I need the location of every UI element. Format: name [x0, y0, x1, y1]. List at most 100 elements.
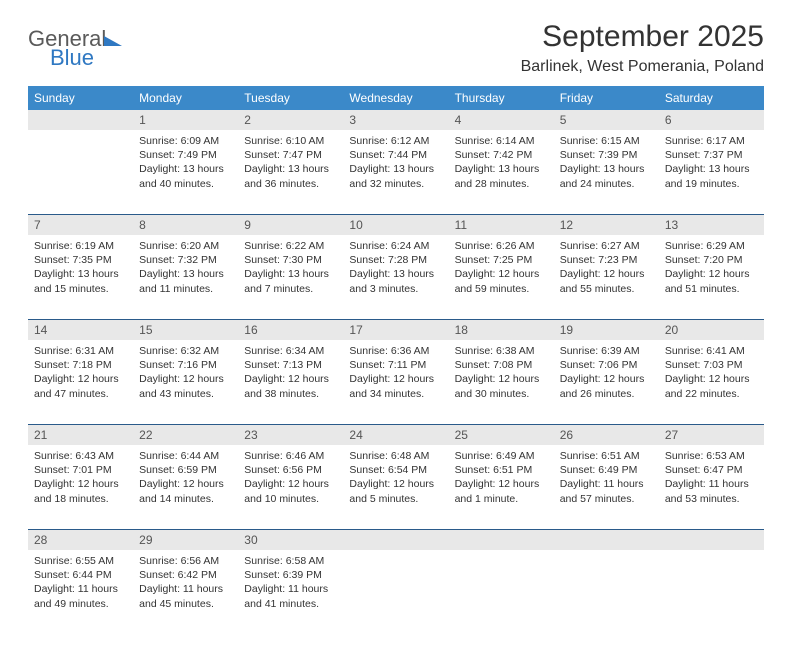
daylight-line: Daylight: 12 hours and 22 minutes.: [665, 372, 758, 400]
sunset-line: Sunset: 7:28 PM: [349, 253, 442, 267]
sunrise-line: Sunrise: 6:53 AM: [665, 449, 758, 463]
day-cell: [659, 550, 764, 634]
day-cell: Sunrise: 6:22 AMSunset: 7:30 PMDaylight:…: [238, 235, 343, 319]
day-number: 6: [659, 110, 764, 130]
day-cell: Sunrise: 6:10 AMSunset: 7:47 PMDaylight:…: [238, 130, 343, 214]
day-number-row: 282930: [28, 530, 764, 550]
day-number: [343, 530, 448, 550]
weekday-header: Friday: [554, 86, 659, 110]
day-cell: Sunrise: 6:12 AMSunset: 7:44 PMDaylight:…: [343, 130, 448, 214]
weekday-header: Wednesday: [343, 86, 448, 110]
day-cell: Sunrise: 6:31 AMSunset: 7:18 PMDaylight:…: [28, 340, 133, 424]
sunrise-line: Sunrise: 6:15 AM: [560, 134, 653, 148]
day-number: 15: [133, 320, 238, 340]
brand-part2: Blue: [50, 47, 122, 69]
sunrise-line: Sunrise: 6:58 AM: [244, 554, 337, 568]
sunset-line: Sunset: 7:20 PM: [665, 253, 758, 267]
sunset-line: Sunset: 7:11 PM: [349, 358, 442, 372]
brand-mark-icon: [104, 36, 122, 46]
brand-text: General Blue: [28, 28, 122, 69]
day-cell: [449, 550, 554, 634]
day-cell: [554, 550, 659, 634]
day-cell: Sunrise: 6:27 AMSunset: 7:23 PMDaylight:…: [554, 235, 659, 319]
day-number: 25: [449, 425, 554, 445]
day-number: 29: [133, 530, 238, 550]
day-cell: Sunrise: 6:55 AMSunset: 6:44 PMDaylight:…: [28, 550, 133, 634]
daylight-line: Daylight: 13 hours and 24 minutes.: [560, 162, 653, 190]
location: Barlinek, West Pomerania, Poland: [521, 58, 764, 76]
sunrise-line: Sunrise: 6:48 AM: [349, 449, 442, 463]
sunrise-line: Sunrise: 6:49 AM: [455, 449, 548, 463]
daylight-line: Daylight: 11 hours and 49 minutes.: [34, 582, 127, 610]
sunset-line: Sunset: 6:51 PM: [455, 463, 548, 477]
week-row: Sunrise: 6:09 AMSunset: 7:49 PMDaylight:…: [28, 130, 764, 215]
day-cell: Sunrise: 6:19 AMSunset: 7:35 PMDaylight:…: [28, 235, 133, 319]
sunset-line: Sunset: 6:44 PM: [34, 568, 127, 582]
day-number: 17: [343, 320, 448, 340]
sunset-line: Sunset: 6:54 PM: [349, 463, 442, 477]
day-cell: Sunrise: 6:39 AMSunset: 7:06 PMDaylight:…: [554, 340, 659, 424]
daylight-line: Daylight: 12 hours and 34 minutes.: [349, 372, 442, 400]
daylight-line: Daylight: 12 hours and 14 minutes.: [139, 477, 232, 505]
day-cell: Sunrise: 6:24 AMSunset: 7:28 PMDaylight:…: [343, 235, 448, 319]
day-cell: Sunrise: 6:20 AMSunset: 7:32 PMDaylight:…: [133, 235, 238, 319]
day-cell: Sunrise: 6:14 AMSunset: 7:42 PMDaylight:…: [449, 130, 554, 214]
sunrise-line: Sunrise: 6:43 AM: [34, 449, 127, 463]
sunrise-line: Sunrise: 6:32 AM: [139, 344, 232, 358]
day-number: 3: [343, 110, 448, 130]
daylight-line: Daylight: 13 hours and 3 minutes.: [349, 267, 442, 295]
daylight-line: Daylight: 12 hours and 30 minutes.: [455, 372, 548, 400]
day-number: 14: [28, 320, 133, 340]
daylight-line: Daylight: 12 hours and 43 minutes.: [139, 372, 232, 400]
sunrise-line: Sunrise: 6:19 AM: [34, 239, 127, 253]
day-number: 9: [238, 215, 343, 235]
daylight-line: Daylight: 13 hours and 36 minutes.: [244, 162, 337, 190]
sunset-line: Sunset: 7:32 PM: [139, 253, 232, 267]
sunset-line: Sunset: 7:49 PM: [139, 148, 232, 162]
sunrise-line: Sunrise: 6:29 AM: [665, 239, 758, 253]
day-number: [659, 530, 764, 550]
sunrise-line: Sunrise: 6:56 AM: [139, 554, 232, 568]
sunset-line: Sunset: 7:23 PM: [560, 253, 653, 267]
day-number: 22: [133, 425, 238, 445]
day-cell: Sunrise: 6:56 AMSunset: 6:42 PMDaylight:…: [133, 550, 238, 634]
day-number: [554, 530, 659, 550]
daylight-line: Daylight: 12 hours and 18 minutes.: [34, 477, 127, 505]
day-cell: Sunrise: 6:36 AMSunset: 7:11 PMDaylight:…: [343, 340, 448, 424]
sunrise-line: Sunrise: 6:51 AM: [560, 449, 653, 463]
sunrise-line: Sunrise: 6:39 AM: [560, 344, 653, 358]
day-number: 18: [449, 320, 554, 340]
day-number: 7: [28, 215, 133, 235]
day-cell: Sunrise: 6:38 AMSunset: 7:08 PMDaylight:…: [449, 340, 554, 424]
weekday-header: Thursday: [449, 86, 554, 110]
sunrise-line: Sunrise: 6:12 AM: [349, 134, 442, 148]
sunrise-line: Sunrise: 6:41 AM: [665, 344, 758, 358]
sunrise-line: Sunrise: 6:34 AM: [244, 344, 337, 358]
sunset-line: Sunset: 6:49 PM: [560, 463, 653, 477]
sunset-line: Sunset: 7:18 PM: [34, 358, 127, 372]
week-row: Sunrise: 6:31 AMSunset: 7:18 PMDaylight:…: [28, 340, 764, 425]
sunrise-line: Sunrise: 6:38 AM: [455, 344, 548, 358]
sunrise-line: Sunrise: 6:14 AM: [455, 134, 548, 148]
sunset-line: Sunset: 7:01 PM: [34, 463, 127, 477]
daylight-line: Daylight: 12 hours and 55 minutes.: [560, 267, 653, 295]
daylight-line: Daylight: 11 hours and 53 minutes.: [665, 477, 758, 505]
day-cell: Sunrise: 6:29 AMSunset: 7:20 PMDaylight:…: [659, 235, 764, 319]
day-number: 21: [28, 425, 133, 445]
sunrise-line: Sunrise: 6:27 AM: [560, 239, 653, 253]
day-number: 28: [28, 530, 133, 550]
day-number: 5: [554, 110, 659, 130]
day-cell: Sunrise: 6:53 AMSunset: 6:47 PMDaylight:…: [659, 445, 764, 529]
daylight-line: Daylight: 11 hours and 41 minutes.: [244, 582, 337, 610]
day-number-row: 21222324252627: [28, 425, 764, 445]
daylight-line: Daylight: 13 hours and 28 minutes.: [455, 162, 548, 190]
sunset-line: Sunset: 6:59 PM: [139, 463, 232, 477]
sunset-line: Sunset: 7:47 PM: [244, 148, 337, 162]
weekday-header: Tuesday: [238, 86, 343, 110]
sunset-line: Sunset: 7:44 PM: [349, 148, 442, 162]
sunset-line: Sunset: 7:25 PM: [455, 253, 548, 267]
day-cell: Sunrise: 6:26 AMSunset: 7:25 PMDaylight:…: [449, 235, 554, 319]
month-title: September 2025: [521, 20, 764, 54]
weekday-row: SundayMondayTuesdayWednesdayThursdayFrid…: [28, 86, 764, 110]
day-cell: Sunrise: 6:48 AMSunset: 6:54 PMDaylight:…: [343, 445, 448, 529]
